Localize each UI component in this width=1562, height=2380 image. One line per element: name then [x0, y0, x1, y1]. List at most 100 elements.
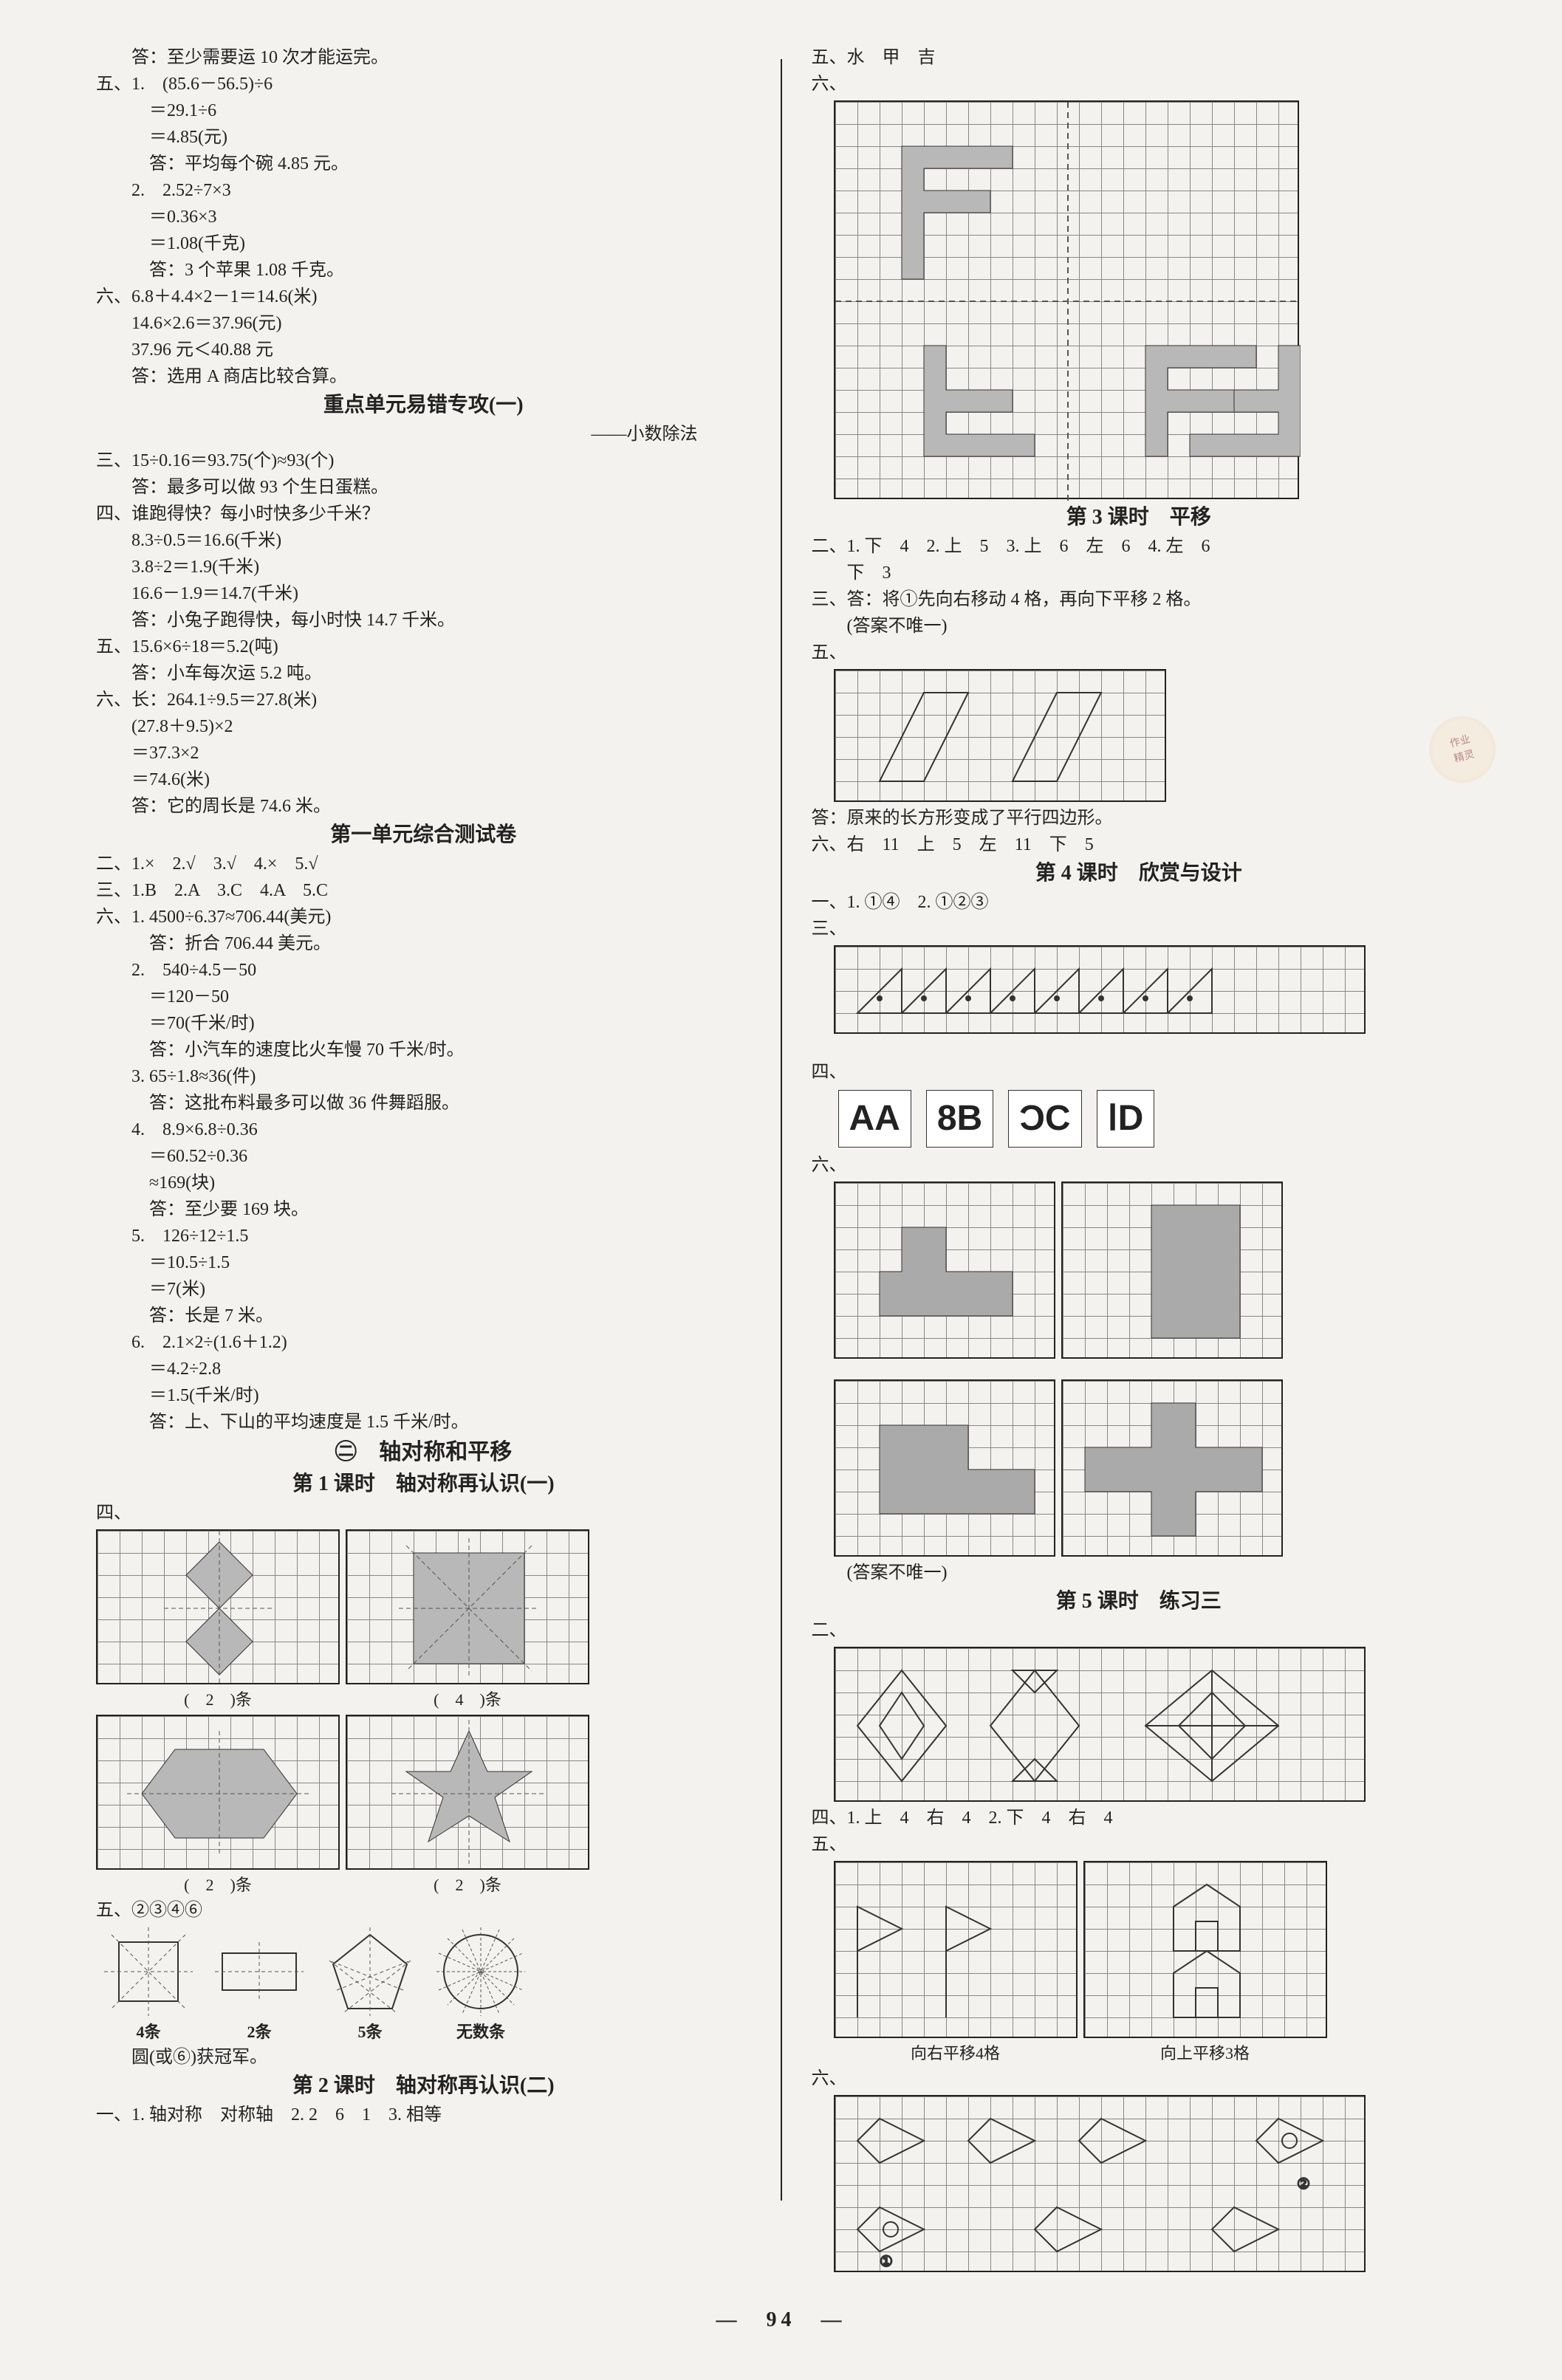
text: 四、: [96, 1500, 751, 1526]
f-letter-icon: [835, 102, 1301, 501]
heading: ㊁ 轴对称和平移: [96, 1436, 751, 1469]
text: ＝10.5÷1.5: [96, 1249, 751, 1276]
text: ＝74.6(米): [96, 767, 751, 793]
heading: 第 5 课时 练习三: [812, 1586, 1467, 1617]
parallelogram-icon: [835, 671, 1168, 803]
star-shape-icon: [347, 1716, 591, 1871]
grid-pair-2: [834, 1376, 1467, 1560]
text: 三、: [812, 916, 1467, 942]
heading: 第一单元综合测试卷: [96, 820, 751, 851]
caption: 向上平移3格: [1083, 2041, 1327, 2065]
text: ＝70(千米/时): [96, 1010, 751, 1037]
text: 8.3÷0.5＝16.6(千米): [96, 527, 751, 554]
rect-shape-icon: [1063, 1183, 1284, 1360]
flag-right-icon: [835, 1862, 1079, 2040]
svg-text:①: ①: [880, 2254, 893, 2270]
text: 答：它的周长是 74.6 米。: [96, 793, 751, 820]
text: 六、6.8＋4.4×2－1＝14.6(米): [96, 284, 751, 310]
text: 六、长：264.1÷9.5＝27.8(米): [96, 687, 751, 713]
text: ＝29.1÷6: [96, 97, 751, 124]
text: ＝120－50: [96, 984, 751, 1010]
grid-translate-up: 向上平移3格: [1083, 1858, 1327, 2065]
caption: ( 2 )条: [96, 1687, 340, 1712]
subheading: ——小数除法: [96, 421, 751, 447]
grid-triangles: [834, 945, 1366, 1034]
text: 答：原来的长方形变成了平行四边形。: [812, 805, 1467, 831]
svg-text:②: ②: [1297, 2176, 1310, 2192]
caption: 向右平移4格: [834, 2041, 1078, 2065]
text: ＝1.5(千米/时): [96, 1382, 751, 1409]
text: 答：最多可以做 93 个生日蛋糕。: [96, 474, 751, 501]
text: 二、: [812, 1617, 1467, 1644]
mini-shapes-row: 4条 2条 5条: [96, 1924, 751, 2044]
letter-row: AA 8B ƆC ⅠD: [834, 1086, 1467, 1152]
text: 二、1. 下 4 2. 上 5 3. 上 6 左 6 4. 左 6: [812, 533, 1467, 560]
text: 五、水 甲 吉: [812, 44, 1467, 71]
letter-c: ƆC: [1008, 1090, 1081, 1148]
text: 三、1.B 2.A 3.C 4.A 5.C: [96, 877, 751, 904]
text: 37.96 元＜40.88 元: [96, 337, 751, 363]
mini-rect: 2条: [207, 1924, 312, 2044]
text: (答案不唯一): [812, 613, 1467, 639]
heading: 第 2 课时 轴对称再认识(二): [96, 2071, 751, 2102]
text: ＝60.52÷0.36: [96, 1143, 751, 1170]
grid-f-letters: [834, 100, 1299, 499]
text: 四、1. 上 4 右 4 2. 下 4 右 4: [812, 1805, 1467, 1831]
page-number: — 94 —: [96, 2305, 1466, 2336]
text: ＝1.08(千克): [96, 230, 751, 257]
house-up-icon: [1085, 1862, 1329, 2040]
letter-b: 8B: [926, 1090, 993, 1148]
text: 答：小兔子跑得快，每小时快 14.7 千米。: [96, 607, 751, 634]
text: 四、谁跑得快？每小时快多少千米？: [96, 501, 751, 527]
text: (答案不唯一): [812, 1560, 1467, 1586]
mini-pentagon: 5条: [318, 1924, 422, 2044]
text: 五、15.6×6÷18＝5.2(吨): [96, 634, 751, 660]
text: ＝4.2÷2.8: [96, 1356, 751, 1382]
heading: 第 1 课时 轴对称再认识(一): [96, 1469, 751, 1500]
text: 答：3 个苹果 1.08 千克。: [96, 257, 751, 284]
text: 答：长是 7 米。: [96, 1303, 751, 1329]
text: 答：这批布料最多可以做 36 件舞蹈服。: [96, 1090, 751, 1117]
mini-square-icon: [100, 1924, 196, 2020]
page-root: 答：至少需要运 10 次才能运完。 五、1. (85.6－56.5)÷6 ＝29…: [96, 44, 1466, 2275]
text: 答：至少需要运 10 次才能运完。: [96, 44, 751, 71]
text: 4. 8.9×6.8÷0.36: [96, 1117, 751, 1143]
l-shape-icon: [835, 1381, 1057, 1558]
text: 6. 2.1×2÷(1.6＋1.2): [96, 1329, 751, 1356]
caption: 无数条: [428, 2020, 533, 2044]
text: 5. 126÷12÷1.5: [96, 1223, 751, 1249]
caption: 2条: [207, 2020, 312, 2044]
caption: ( 2 )条: [96, 1873, 340, 1897]
text: 答：小汽车的速度比火车慢 70 千米/时。: [96, 1037, 751, 1063]
text: 下 3: [812, 560, 1467, 586]
text: 六、: [812, 1152, 1467, 1179]
plus-shape-icon: [1063, 1381, 1284, 1558]
text: 六、右 11 上 5 左 11 下 5: [812, 831, 1467, 858]
grid-star: ( 2 )条: [346, 1712, 589, 1897]
arrow-diamond-icon: ② ①: [835, 2096, 1367, 2274]
text: 2. 2.52÷7×3: [96, 177, 751, 204]
text: 六、: [812, 2065, 1467, 2092]
mini-circle: 无数条: [428, 1924, 533, 2044]
grid-row: ( 2 )条 ( 2 )条: [96, 1712, 751, 1897]
diamond-row-icon: [835, 1648, 1367, 1803]
triangle-row-icon: [835, 947, 1367, 1035]
caption: 4条: [96, 2020, 201, 2044]
caption: 5条: [318, 2020, 422, 2044]
text: 16.6－1.9＝14.7(千米): [96, 580, 751, 607]
grid-pair-3: 向右平移4格 向上平移3格: [834, 1858, 1467, 2065]
grid-parallelogram: [834, 669, 1166, 802]
heading: 第 3 课时 平移: [812, 502, 1467, 533]
hexagon-shape-icon: [97, 1716, 341, 1871]
watermark-icon: 作业精灵: [1422, 709, 1503, 790]
text: 答：上、下山的平均速度是 1.5 千米/时。: [96, 1409, 751, 1436]
heading: 重点单元易错专攻(一): [96, 390, 751, 421]
grid-row: ( 2 )条 ( 4 )条: [96, 1526, 751, 1712]
cross-shape-icon: [835, 1183, 1057, 1360]
text: 3.8÷2＝1.9(千米): [96, 554, 751, 580]
mini-circle-icon: [433, 1924, 529, 2020]
grid-arrows: ② ①: [834, 2095, 1366, 2272]
text: ＝37.3×2: [96, 740, 751, 767]
grid-translate-right: 向右平移4格: [834, 1858, 1078, 2065]
right-column: 五、水 甲 吉 六、 第 3 课时 平移 二、1. 下 4 2. 上 5 3. …: [812, 44, 1467, 2275]
